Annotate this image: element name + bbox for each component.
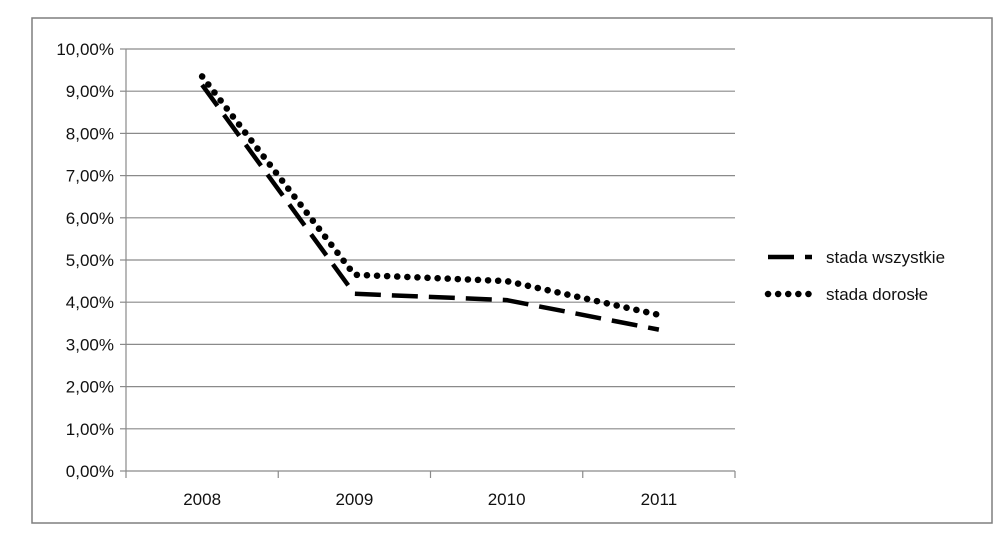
y-tick-label: 1,00% — [66, 420, 114, 439]
y-tick-label: 6,00% — [66, 209, 114, 228]
legend-label: stada dorosłe — [826, 285, 928, 304]
legend: stada wszystkie stada dorosłe — [764, 248, 945, 304]
y-tick-label: 0,00% — [66, 462, 114, 481]
y-tick-label: 7,00% — [66, 167, 114, 186]
series-line-2 — [198, 73, 663, 319]
x-tick-label: 2009 — [335, 490, 373, 509]
y-tick-label: 10,00% — [56, 40, 114, 59]
axes — [120, 48, 736, 478]
y-axis-tick-labels: 0,00% 1,00% 2,00% 3,00% 4,00% 5,00% 6,00% 7,00%… — [56, 40, 114, 481]
series-line-1 — [200, 83, 660, 332]
y-tick-label: 2,00% — [66, 378, 114, 397]
x-tick-label: 2008 — [183, 490, 221, 509]
y-tick-label: 3,00% — [66, 335, 114, 354]
y-tick-label: 5,00% — [66, 251, 114, 270]
x-axis-tick-labels: 2008 2009 2010 2011 — [183, 490, 677, 509]
legend-label: stada wszystkie — [826, 248, 945, 267]
y-tick-label: 9,00% — [66, 82, 114, 101]
y-tick-label: 4,00% — [66, 293, 114, 312]
y-tick-label: 8,00% — [66, 124, 114, 143]
gridlines — [126, 48, 735, 430]
chart-border — [31, 17, 993, 524]
x-tick-label: 2011 — [641, 490, 678, 509]
x-tick-label: 2010 — [488, 490, 526, 509]
series-lines — [198, 73, 663, 332]
